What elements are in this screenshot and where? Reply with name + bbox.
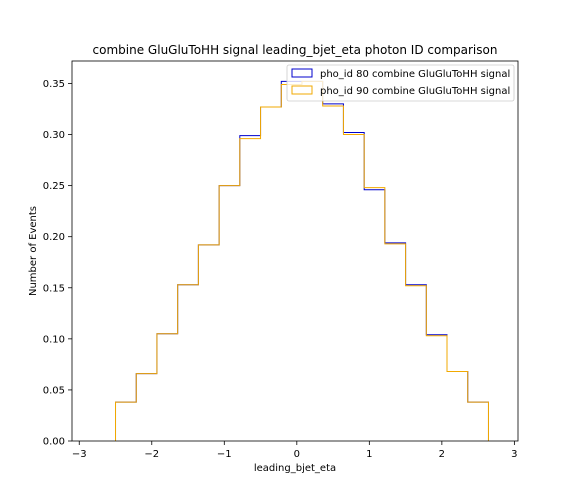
x-tick-label: 0 <box>294 449 300 460</box>
x-tick-label: −2 <box>144 449 159 460</box>
y-tick-label: 0.30 <box>43 130 65 141</box>
x-tick-label: 3 <box>511 449 517 460</box>
legend-swatch-pho-id-80 <box>291 68 313 78</box>
x-tick-label: 1 <box>366 449 372 460</box>
y-tick-label: 0.00 <box>43 437 65 448</box>
x-tick-label: 2 <box>439 449 445 460</box>
y-tick-label: 0.25 <box>43 181 65 192</box>
y-tick-label: 0.05 <box>43 385 65 396</box>
axes-frame <box>71 60 519 442</box>
y-tick-label: 0.35 <box>43 79 65 90</box>
x-tick-label: −3 <box>72 449 87 460</box>
legend-swatch-pho-id-90 <box>291 85 313 95</box>
y-axis-ticks: 0.00 0.05 0.10 0.15 0.20 0.25 0.30 0.35 <box>43 79 72 448</box>
y-tick-label: 0.15 <box>43 283 65 294</box>
legend-entry-pho-id-90: pho_id 90 combine GluGluToHH signal <box>291 85 510 97</box>
y-axis-label: Number of Events <box>28 206 39 296</box>
legend-entry-pho-id-80: pho_id 80 combine GluGluToHH signal <box>291 68 510 80</box>
y-tick-label: 0.10 <box>43 334 65 345</box>
legend-label-pho-id-80: pho_id 80 combine GluGluToHH signal <box>320 69 510 80</box>
y-tick-label: 0.20 <box>43 232 65 243</box>
legend-label-pho-id-90: pho_id 90 combine GluGluToHH signal <box>320 86 510 97</box>
chart-title: combine GluGluToHH signal leading_bjet_e… <box>93 43 498 57</box>
legend-box <box>286 64 515 102</box>
x-axis-ticks: −3 −2 −1 0 1 2 3 <box>72 441 518 460</box>
x-tick-label: −1 <box>217 449 232 460</box>
x-axis-label: leading_bjet_eta <box>254 463 336 474</box>
legend: pho_id 80 combine GluGluToHH signal pho_… <box>286 64 515 102</box>
